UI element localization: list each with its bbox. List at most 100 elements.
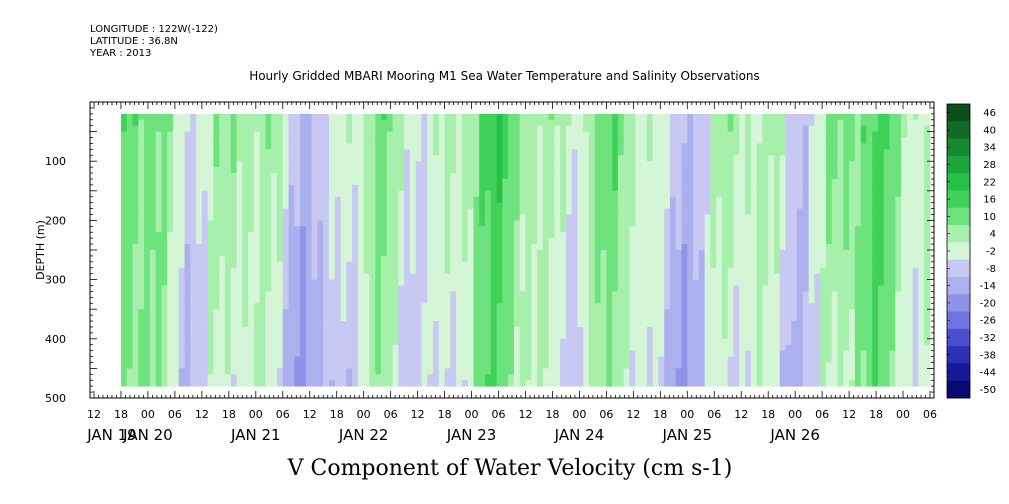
heatmap-cell — [346, 315, 353, 322]
heatmap-cell — [577, 267, 584, 275]
heatmap-cell — [167, 226, 174, 233]
heatmap-cell — [161, 250, 168, 257]
heatmap-cell — [635, 232, 642, 239]
heatmap-cell — [132, 208, 139, 215]
heatmap-cell — [537, 113, 544, 121]
heatmap-cell — [479, 374, 486, 381]
heatmap-cell — [277, 161, 284, 168]
heatmap-cell — [542, 374, 549, 381]
heatmap-cell — [149, 173, 157, 180]
heatmap-cell — [271, 315, 278, 322]
heatmap-cell — [242, 250, 249, 257]
heatmap-cell — [496, 309, 503, 316]
heatmap-cell — [375, 344, 382, 352]
heatmap-cell — [132, 244, 139, 251]
heatmap-cell — [473, 255, 480, 263]
heatmap-cell — [190, 350, 197, 357]
heatmap-cell — [606, 244, 613, 251]
heatmap-cell — [155, 125, 162, 132]
heatmap-cell — [612, 350, 619, 357]
heatmap-cell — [421, 380, 428, 387]
heatmap-cell — [375, 208, 382, 215]
heatmap-cell — [669, 149, 677, 156]
heatmap-cell — [664, 244, 671, 251]
heatmap-cell — [658, 350, 665, 357]
heatmap-cell — [721, 279, 729, 286]
heatmap-cell — [132, 113, 139, 121]
heatmap-cell — [126, 208, 133, 215]
heatmap-cell — [253, 338, 261, 346]
figure-title: Hourly Gridded MBARI Mooring M1 Sea Wate… — [249, 69, 760, 83]
heatmap-cell — [433, 125, 440, 132]
heatmap-cell — [716, 356, 723, 363]
heatmap-cell — [733, 149, 740, 156]
heatmap-cell — [282, 255, 289, 263]
heatmap-cell — [508, 362, 515, 369]
heatmap-cell — [664, 226, 671, 233]
heatmap-cell — [392, 326, 399, 334]
heatmap-cell — [745, 214, 752, 221]
heatmap-cell — [739, 356, 746, 363]
heatmap-cell — [496, 285, 503, 292]
heatmap-cell — [629, 143, 636, 150]
heatmap-cell — [542, 125, 549, 132]
heatmap-cell — [444, 119, 451, 127]
heatmap-cell — [681, 125, 688, 132]
heatmap-cell — [213, 190, 220, 198]
heatmap-cell — [427, 380, 434, 387]
heatmap-cell — [178, 161, 185, 168]
heatmap-cell — [323, 303, 330, 310]
heatmap-cell — [329, 315, 336, 322]
heatmap-cell — [658, 149, 665, 156]
heatmap-cell — [126, 244, 133, 251]
heatmap-cell — [126, 321, 133, 328]
heatmap-cell — [496, 238, 503, 245]
heatmap-cell — [259, 190, 266, 198]
heatmap-cell — [288, 250, 295, 257]
heatmap-cell — [490, 202, 497, 209]
heatmap-cell — [305, 190, 313, 198]
heatmap-cell — [600, 279, 607, 286]
heatmap-cell — [577, 238, 584, 245]
heatmap-cell — [652, 368, 659, 375]
heatmap-cell — [161, 291, 168, 298]
heatmap-cell — [669, 261, 677, 269]
heatmap-cell — [508, 202, 515, 209]
heatmap-cell — [381, 368, 388, 375]
heatmap-cell — [230, 267, 237, 275]
heatmap-cell — [675, 356, 682, 363]
heatmap-cell — [305, 214, 313, 221]
heatmap-cell — [253, 303, 261, 310]
heatmap-cell — [294, 167, 301, 174]
heatmap-cell — [196, 344, 203, 352]
heatmap-cell — [282, 113, 289, 121]
heatmap-cell — [329, 368, 336, 375]
heatmap-cell — [357, 350, 365, 357]
heatmap-cell — [288, 232, 295, 239]
heatmap-cell — [409, 155, 417, 162]
heatmap-cell — [542, 161, 549, 168]
heatmap-cell — [716, 173, 723, 180]
heatmap-cell — [409, 244, 417, 251]
heatmap-cell — [658, 326, 665, 334]
heatmap-cell — [207, 220, 214, 227]
heatmap-cell — [230, 338, 237, 346]
heatmap-cell — [606, 167, 613, 174]
heatmap-cell — [294, 344, 301, 352]
heatmap-cell — [589, 368, 596, 375]
heatmap-cell — [300, 303, 307, 310]
heatmap-cell — [201, 184, 209, 192]
heatmap-cell — [149, 137, 157, 144]
heatmap-cell — [126, 113, 133, 121]
heatmap-cell — [565, 267, 573, 275]
heatmap-cell — [704, 356, 711, 363]
heatmap-cell — [334, 374, 341, 381]
heatmap-cell — [554, 315, 561, 322]
heatmap-cell — [646, 125, 654, 132]
heatmap-cell — [473, 368, 480, 375]
heatmap-cell — [329, 255, 336, 263]
heatmap-cell — [149, 244, 157, 251]
heatmap-cell — [126, 338, 133, 346]
heatmap-cell — [554, 250, 561, 257]
heatmap-cell — [294, 350, 301, 357]
